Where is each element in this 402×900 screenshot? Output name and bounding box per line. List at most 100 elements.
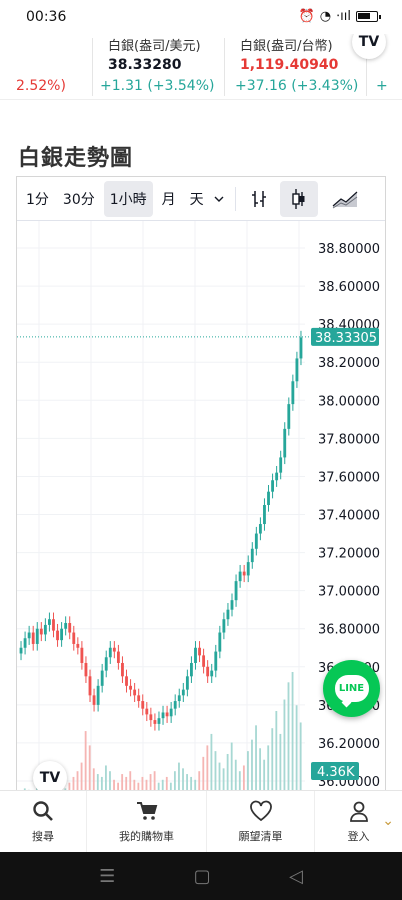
nav-label: 願望清單 (238, 830, 283, 843)
volume-bar (267, 745, 270, 796)
recent-apps-icon[interactable]: ☰ (99, 865, 116, 887)
y-tick-label: 37.80000 (318, 432, 380, 447)
volume-bar (117, 782, 120, 796)
volume-bar (198, 771, 201, 796)
home-icon[interactable]: ▢ (193, 865, 211, 887)
candle (206, 666, 210, 677)
candle (161, 712, 165, 719)
candle (72, 632, 76, 644)
candle (263, 505, 266, 525)
ticker-change: +37.16 (+3.43%) (235, 78, 359, 94)
tradingview-logo-icon[interactable]: TV (352, 34, 386, 59)
candle (141, 701, 145, 709)
chart-widget[interactable]: 1分 30分 1小時 月 天 38.80000 38.60000 38.40000 3… (16, 176, 386, 796)
candle (210, 670, 214, 677)
volume-bar (255, 725, 257, 796)
candle (169, 708, 173, 717)
volume-bar (76, 771, 79, 796)
ticker-strip[interactable]: 2.52%) 白銀(盎司/美元) 38.33280 +1.31 (+3.54%)… (0, 34, 402, 100)
volume-bar (169, 782, 172, 796)
candlestick-icon[interactable] (279, 180, 318, 217)
nav-search[interactable]: 搜尋 (0, 791, 87, 853)
chart-area[interactable]: 38.80000 38.60000 38.40000 38.20000 38.00000… (17, 221, 385, 796)
status-bar: 00:36 ⏰ ◔ ⋅ııl (0, 0, 402, 34)
candle (291, 381, 295, 405)
candle (125, 676, 128, 686)
interval-1m[interactable]: 1分 (26, 191, 49, 208)
volume-bar (218, 762, 221, 796)
ticker-divider (92, 38, 93, 96)
volume-bar (72, 776, 75, 796)
price-chart[interactable]: 38.8000038.6000038.4000038.2000038.00000… (17, 221, 385, 796)
candle (185, 676, 189, 690)
y-tick-label: 38.00000 (318, 394, 380, 409)
candle (242, 571, 246, 576)
candle (267, 491, 270, 505)
ticker-change: 2.52%) (16, 78, 66, 94)
candle (283, 428, 287, 458)
volume-bar (165, 776, 168, 796)
y-tick-label: 37.00000 (318, 585, 380, 600)
candle (68, 623, 72, 633)
interval-month[interactable]: 月 (161, 191, 176, 208)
candle (84, 662, 88, 677)
ticker-name: 白銀(盎司/台幣) (240, 39, 333, 54)
ticker-item[interactable]: + (376, 34, 402, 99)
volume-bar (295, 705, 298, 796)
volume-bar (275, 710, 278, 796)
volume-badge (311, 762, 359, 780)
candle (129, 685, 132, 690)
search-icon (32, 800, 54, 822)
candle (52, 619, 55, 631)
candle (56, 630, 59, 641)
volume-bar (299, 722, 302, 796)
interval-day[interactable]: 天 (189, 191, 204, 208)
candle (76, 643, 80, 648)
volume-bar (182, 768, 184, 796)
candle (153, 720, 157, 724)
nav-wishlist[interactable]: 願望清單 (207, 791, 315, 853)
volume-bar (194, 779, 197, 796)
ticker-item[interactable]: 2.52%) (16, 34, 96, 99)
user-icon (348, 800, 370, 822)
candle (177, 695, 181, 702)
nav-login[interactable]: 登入 (315, 791, 402, 853)
volume-bar (242, 765, 245, 796)
candle (271, 480, 274, 492)
ticker-price: 1,119.40940 (240, 57, 339, 73)
ticker-change: +1.31 (+3.54%) (100, 78, 215, 94)
system-nav-bar: ☰ ▢ ◁ (0, 852, 402, 900)
bottom-nav: 搜尋 我的購物車 願望清單 登入 ⌄ (0, 790, 402, 853)
volume-bar (226, 753, 229, 796)
volume-bar (230, 742, 233, 796)
line-chat-button[interactable]: LINE (323, 660, 380, 717)
interval-30m[interactable]: 30分 (62, 191, 95, 208)
ticker-item[interactable]: 白銀(盎司/台幣) 1,119.40940 +37.16 (+3.43%) (232, 34, 362, 99)
tradingview-logo-icon[interactable]: TV (33, 761, 67, 795)
volume-bar (161, 779, 164, 796)
area-chart-icon[interactable] (326, 181, 364, 217)
chevron-down-icon[interactable]: ⌄ (382, 813, 394, 829)
alarm-icon: ⏰ (298, 9, 315, 24)
volume-bar (100, 776, 103, 796)
ticker-divider (224, 38, 225, 96)
ticker-item[interactable]: 白銀(盎司/美元) 38.33280 +1.31 (+3.54%) (100, 34, 224, 99)
candle (173, 701, 177, 709)
volume-bar (173, 771, 176, 796)
back-icon[interactable]: ◁ (288, 865, 303, 887)
candle (43, 624, 47, 635)
nav-cart[interactable]: 我的購物車 (87, 791, 207, 853)
candle (39, 628, 43, 635)
interval-1h[interactable]: 1小時 (103, 180, 153, 217)
compare-icon[interactable] (242, 181, 276, 217)
chevron-down-icon[interactable] (209, 181, 229, 217)
volume-bar (109, 771, 111, 796)
volume-bar (279, 733, 282, 796)
volume-bar (129, 771, 132, 796)
nav-label: 我的購物車 (119, 830, 174, 843)
candle (121, 662, 124, 677)
volume-bar (234, 759, 237, 796)
ticker-name: 白銀(盎司/美元) (108, 39, 201, 54)
volume-bar (141, 776, 144, 796)
candle (226, 609, 230, 620)
